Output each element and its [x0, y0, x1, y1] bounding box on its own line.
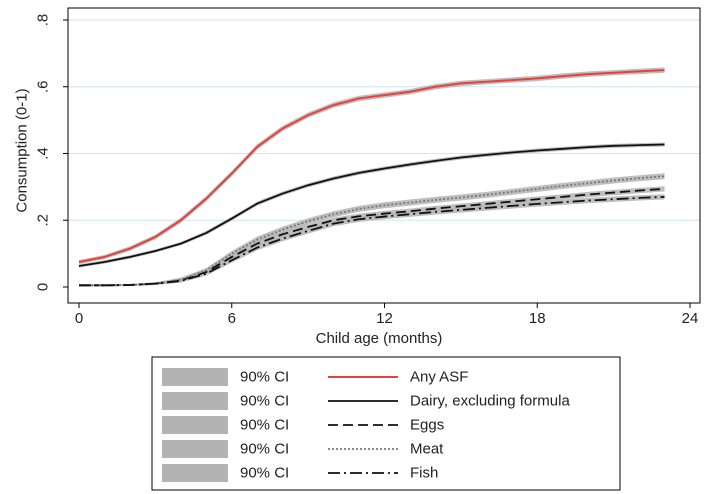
- x-axis-title: Child age (months): [316, 330, 443, 347]
- y-tick-label: 0: [35, 283, 52, 291]
- series-line-1: [78, 143, 665, 267]
- series-line-0: [78, 69, 665, 263]
- legend-series-label: Meat: [410, 441, 444, 458]
- ci-band-4: [79, 194, 665, 287]
- y-tick-label: .6: [35, 80, 52, 93]
- legend-series-label: Fish: [410, 465, 438, 482]
- legend-ci-swatch: [162, 368, 228, 386]
- y-tick-label: .8: [35, 14, 52, 27]
- series-line-4: [79, 195, 665, 287]
- legend-ci-label: 90% CI: [240, 441, 289, 458]
- legend-ci-label: 90% CI: [240, 369, 289, 386]
- y-tick-label: .2: [35, 214, 52, 227]
- y-axis-title: Consumption (0-1): [14, 88, 31, 212]
- x-tick-label: 6: [228, 310, 236, 327]
- legend-series-label: Eggs: [410, 417, 444, 434]
- y-tick-label: .4: [35, 147, 52, 160]
- ci-bands: [79, 67, 665, 287]
- x-tick-label: 18: [529, 310, 546, 327]
- legend-box: [151, 356, 621, 491]
- legend-series-label: Any ASF: [410, 369, 468, 386]
- series-line-3: [79, 175, 665, 287]
- legend-ci-swatch: [162, 464, 228, 482]
- legend-ci-swatch: [162, 416, 228, 434]
- ci-band-3: [79, 173, 665, 287]
- x-tick-label: 0: [75, 310, 83, 327]
- legend-ci-label: 90% CI: [240, 417, 289, 434]
- x-tick-label: 12: [376, 310, 393, 327]
- series-lines: [78, 69, 665, 287]
- legend: 90% CI Any ASF 90% CI Dairy, excluding form…: [151, 356, 621, 491]
- x-tick-label: 24: [682, 310, 699, 327]
- axes: 0 .2 .4 .6 .8 0 6 12 18 24: [35, 7, 701, 327]
- gridlines: [68, 19, 700, 221]
- legend-ci-swatch: [162, 440, 228, 458]
- legend-ci-label: 90% CI: [240, 465, 289, 482]
- legend-ci-swatch: [162, 392, 228, 410]
- legend-series-label: Dairy, excluding formula: [410, 393, 570, 410]
- legend-ci-label: 90% CI: [240, 393, 289, 410]
- plot-frame: [67, 7, 701, 304]
